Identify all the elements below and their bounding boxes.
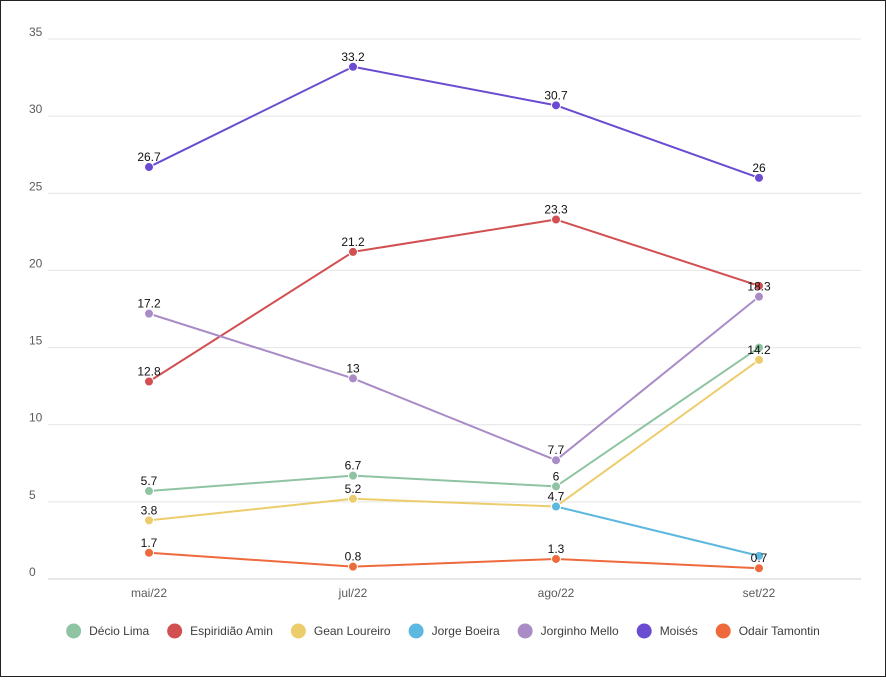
legend-swatch xyxy=(66,623,82,639)
x-tick-label: mai/22 xyxy=(131,586,167,600)
data-point-decio-lima[interactable] xyxy=(348,470,358,481)
data-label: 12.8 xyxy=(137,365,161,379)
y-tick-label: 25 xyxy=(29,179,43,193)
legend-label: Jorginho Mello xyxy=(541,624,619,638)
legend: Décio Lima Espiridião Amin Gean Loureiro Jo… xyxy=(66,623,820,639)
data-label: 26.7 xyxy=(137,150,161,164)
data-label: 14.2 xyxy=(747,343,771,357)
data-point-jorge-boeira[interactable] xyxy=(754,550,764,561)
legend-swatch xyxy=(636,623,652,639)
data-labels: 26.7 33.2 30.7 26 12.8 21.2 23.3 17.2 13 7.7 18.3 5… xyxy=(137,50,771,565)
data-point-jorginho-mello[interactable] xyxy=(348,373,358,384)
data-label: 18.3 xyxy=(747,280,771,294)
legend-label: Jorge Boeira xyxy=(432,624,500,638)
legend-swatch xyxy=(167,623,183,639)
data-label: 7.7 xyxy=(548,443,565,457)
legend-label: Moisés xyxy=(660,624,698,638)
data-point-jorginho-mello[interactable] xyxy=(551,455,561,466)
data-label: 4.7 xyxy=(548,489,565,503)
data-point-decio-lima[interactable] xyxy=(144,486,154,497)
data-label: 13 xyxy=(346,361,360,375)
legend-label: Odair Tamontin xyxy=(739,624,820,638)
y-tick-label: 10 xyxy=(29,411,43,425)
y-tick-label: 20 xyxy=(29,256,43,270)
legend-label: Décio Lima xyxy=(89,624,149,638)
legend-item-espiridiao-amin[interactable]: Espiridião Amin xyxy=(167,623,273,639)
legend-item-jorginho-mello[interactable]: Jorginho Mello xyxy=(517,623,619,639)
y-tick-label: 35 xyxy=(29,25,43,39)
series-line-decio-lima xyxy=(148,346,760,493)
data-point-decio-lima[interactable] xyxy=(754,342,764,353)
data-point-decio-lima[interactable] xyxy=(551,481,561,492)
data-label: 26 xyxy=(752,161,766,175)
data-label: 33.2 xyxy=(341,50,365,64)
series-points xyxy=(144,61,764,574)
data-label: 6.7 xyxy=(345,459,362,473)
data-point-gean-loureiro[interactable] xyxy=(754,354,764,365)
data-point-moises[interactable] xyxy=(144,162,154,173)
data-point-gean-loureiro[interactable] xyxy=(144,515,154,526)
legend-swatch xyxy=(517,623,533,639)
y-tick-label: 30 xyxy=(29,102,43,116)
legend-label: Espiridião Amin xyxy=(190,624,273,638)
y-tick-label: 5 xyxy=(29,488,36,502)
legend-item-jorge-boeira[interactable]: Jorge Boeira xyxy=(408,623,500,639)
data-label: 0.8 xyxy=(345,550,362,564)
data-point-espiridiao-amin[interactable] xyxy=(348,246,358,257)
data-label: 1.3 xyxy=(548,542,565,556)
legend-item-gean-loureiro[interactable]: Gean Loureiro xyxy=(290,623,391,639)
data-point-espiridiao-amin[interactable] xyxy=(754,280,764,291)
data-label: 5.2 xyxy=(345,482,362,496)
data-label: 23.3 xyxy=(544,203,568,217)
data-label: 17.2 xyxy=(137,297,161,311)
data-point-odair-tamontin[interactable] xyxy=(551,553,561,564)
series-line-espiridiao-amin xyxy=(148,218,760,383)
data-label: 30.7 xyxy=(544,88,568,102)
legend-swatch xyxy=(715,623,731,639)
data-point-jorginho-mello[interactable] xyxy=(144,308,154,319)
x-tick-label: set/22 xyxy=(743,586,776,600)
series-line-moises xyxy=(148,65,760,179)
series-line-odair-tamontin xyxy=(148,551,760,570)
data-label: 3.8 xyxy=(141,503,158,517)
legend-item-decio-lima[interactable]: Décio Lima xyxy=(66,623,149,639)
data-point-jorge-boeira[interactable] xyxy=(551,501,561,512)
y-tick-label: 15 xyxy=(29,334,43,348)
data-point-jorginho-mello[interactable] xyxy=(754,291,764,302)
data-point-moises[interactable] xyxy=(348,61,358,72)
legend-item-odair-tamontin[interactable]: Odair Tamontin xyxy=(715,623,820,639)
y-tick-label: 0 xyxy=(29,565,36,579)
data-point-gean-loureiro[interactable] xyxy=(348,493,358,504)
data-point-odair-tamontin[interactable] xyxy=(348,561,358,572)
legend-label: Gean Loureiro xyxy=(314,624,391,638)
legend-swatch xyxy=(290,623,306,639)
data-point-odair-tamontin[interactable] xyxy=(754,563,764,574)
gridlines xyxy=(48,38,861,580)
axis-labels: 0 5 10 15 20 25 30 35 mai/22 jul/22 ago/22 set/22 xyxy=(29,25,776,600)
data-label: 5.7 xyxy=(141,474,158,488)
data-label: 6 xyxy=(553,469,560,483)
series-line-jorge-boeira xyxy=(555,505,760,557)
data-point-odair-tamontin[interactable] xyxy=(144,547,154,558)
series-lines xyxy=(148,65,760,570)
data-point-moises[interactable] xyxy=(551,100,561,111)
data-point-espiridiao-amin[interactable] xyxy=(551,214,561,225)
legend-swatch xyxy=(408,623,424,639)
data-label: 21.2 xyxy=(341,235,365,249)
series-line-jorginho-mello xyxy=(148,295,760,462)
x-tick-label: jul/22 xyxy=(338,586,368,600)
legend-item-moises[interactable]: Moisés xyxy=(636,623,698,639)
data-label: 0.7 xyxy=(751,551,768,565)
data-point-espiridiao-amin[interactable] xyxy=(144,376,154,387)
data-label: 1.7 xyxy=(141,536,158,550)
x-tick-label: ago/22 xyxy=(538,586,575,600)
series-line-gean-loureiro xyxy=(148,358,760,522)
data-point-moises[interactable] xyxy=(754,172,764,183)
